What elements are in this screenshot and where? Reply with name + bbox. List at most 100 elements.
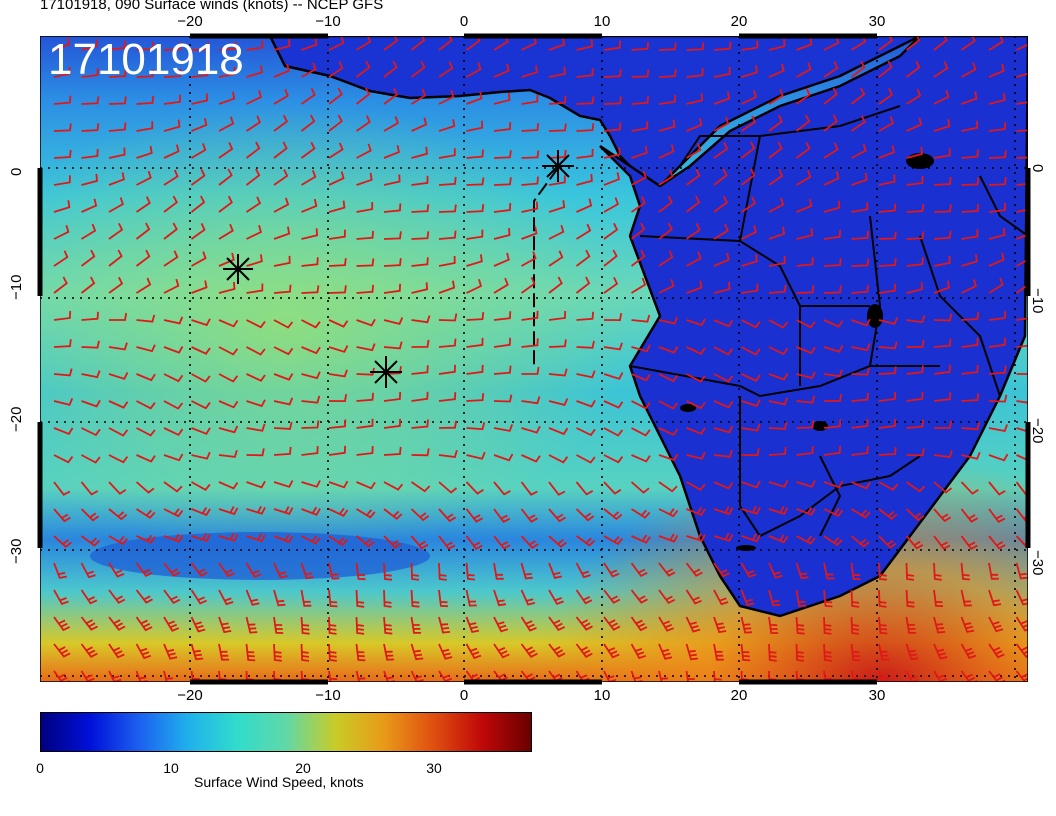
wind-barb [988, 203, 1007, 213]
wind-barb [1015, 643, 1028, 658]
wind-barb [53, 481, 71, 496]
wind-barb [521, 396, 541, 405]
wind-barb [493, 203, 512, 213]
wind-barb [961, 229, 979, 240]
wind-barb [1016, 233, 1028, 240]
wind-barb [658, 346, 679, 354]
wind-barb [548, 224, 565, 240]
wind-barb [81, 96, 100, 105]
wind-barb [796, 480, 816, 488]
wind-barb [631, 170, 647, 186]
wind-barb [603, 562, 620, 578]
wind-barb [300, 562, 314, 580]
wind-barb [630, 616, 648, 632]
wind-barb [741, 373, 761, 382]
wind-barb [795, 88, 811, 105]
wind-barb [850, 60, 866, 78]
wind-barb [823, 258, 842, 267]
wind-barb [493, 394, 513, 403]
wind-barb [53, 616, 71, 632]
storm-marker [370, 356, 402, 388]
wind-barb [631, 344, 651, 353]
wind-barb [328, 285, 347, 294]
wind-barb [823, 562, 835, 580]
wind-barb [273, 88, 289, 105]
wind-barb [548, 37, 566, 51]
wind-barb [686, 400, 706, 410]
wind-barb [80, 249, 96, 267]
wind-barb [411, 88, 427, 105]
wind-barb [493, 562, 504, 580]
wind-barb [713, 116, 730, 132]
lake [680, 404, 696, 412]
wind-barb [658, 643, 673, 660]
wind-barb [741, 225, 757, 240]
wind-barb [988, 63, 1005, 78]
wind-barb [355, 87, 371, 105]
wind-barb [383, 341, 403, 350]
wind-barb [301, 535, 321, 545]
wind-barb [411, 231, 430, 240]
wind-barb [823, 87, 838, 105]
wind-barb [548, 200, 566, 213]
wind-barb [81, 123, 100, 132]
wind-barb [988, 177, 1007, 186]
wind-barb [355, 115, 371, 132]
wind-barb [768, 397, 789, 406]
wind-barb [493, 643, 510, 659]
wind-barb [768, 88, 784, 105]
colorbar-label: Surface Wind Speed, knots [194, 774, 364, 790]
wind-barb [355, 589, 365, 608]
wind-barb [575, 562, 591, 579]
wind-barb [576, 399, 596, 408]
wind-barb [53, 535, 72, 548]
wind-barb [796, 319, 816, 329]
wind-barb [411, 146, 428, 159]
wind-barb [768, 114, 783, 132]
wind-barb [246, 196, 262, 213]
wind-barb [218, 449, 238, 458]
wind-barb [163, 42, 182, 51]
wind-barb [493, 150, 512, 159]
wind-barb [906, 204, 925, 213]
wind-barb [960, 589, 972, 607]
wind-barb [603, 616, 621, 631]
wind-barb [713, 346, 734, 356]
wind-barb [988, 93, 1006, 105]
wind-barb [218, 589, 234, 606]
wind-barb [465, 589, 477, 607]
wind-barb [163, 670, 174, 682]
wind-barb [988, 616, 1004, 633]
wind-barb [878, 341, 898, 350]
wind-barb [521, 454, 541, 463]
wind-barb [218, 643, 230, 661]
wind-barb [713, 195, 729, 213]
wind-barb [823, 200, 841, 213]
wind-barb [465, 535, 483, 550]
wind-barb [603, 122, 622, 132]
wind-barb [163, 144, 180, 159]
wind-barb [190, 168, 206, 186]
wind-barb [685, 195, 701, 213]
wind-barb [768, 643, 777, 662]
wind-barb [383, 258, 402, 267]
wind-barb [108, 616, 126, 631]
wind-barb [961, 422, 981, 431]
wind-barb [603, 147, 621, 159]
wind-barb [273, 534, 294, 544]
wind-barb [906, 419, 924, 429]
wind-barb [53, 427, 74, 436]
wind-barb [53, 454, 74, 464]
wind-barb [191, 318, 211, 327]
wind-barb [521, 201, 539, 213]
wind-barb [686, 117, 703, 132]
wind-barb [521, 123, 540, 132]
wind-barb [823, 589, 833, 608]
wind-barb [136, 373, 156, 382]
wind-barb [438, 148, 456, 159]
wind-barb [438, 450, 458, 458]
wind-barb [768, 616, 779, 634]
wind-barb [933, 230, 952, 240]
wind-barb [438, 562, 447, 581]
wind-barb [465, 643, 482, 660]
